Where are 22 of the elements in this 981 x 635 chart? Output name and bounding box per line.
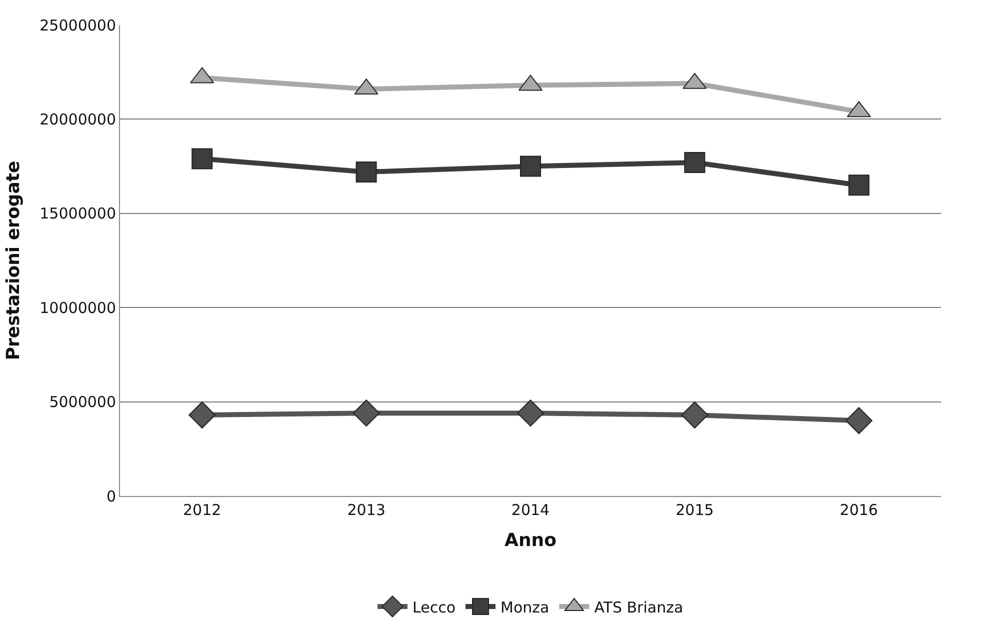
x-tick-label: 2015 bbox=[676, 501, 714, 519]
point bbox=[188, 401, 216, 428]
y-tick-label: 15000000 bbox=[40, 204, 116, 223]
y-tick-label: 5000000 bbox=[49, 393, 116, 412]
x-tick-label: 2012 bbox=[183, 501, 222, 519]
point bbox=[681, 401, 708, 428]
legend-label: ATS Brianza bbox=[594, 598, 684, 616]
point bbox=[517, 400, 544, 427]
x-tick-label: 2014 bbox=[511, 501, 550, 519]
y-tick-label: 0 bbox=[106, 487, 116, 506]
point bbox=[356, 161, 377, 182]
point bbox=[352, 400, 380, 427]
y-axis-title: Prestazioni erogate bbox=[2, 160, 24, 360]
x-axis-title: Anno bbox=[504, 530, 556, 552]
y-tick-label: 10000000 bbox=[40, 298, 116, 317]
x-tick-label: 2016 bbox=[840, 501, 878, 519]
y-tick-label: 20000000 bbox=[40, 110, 116, 128]
legend-label: Lecco bbox=[412, 598, 456, 616]
legend-label: Monza bbox=[500, 598, 550, 616]
y-tick-label: 25000000 bbox=[40, 16, 116, 34]
point bbox=[845, 407, 872, 434]
x-tick-label: 2013 bbox=[347, 501, 386, 519]
